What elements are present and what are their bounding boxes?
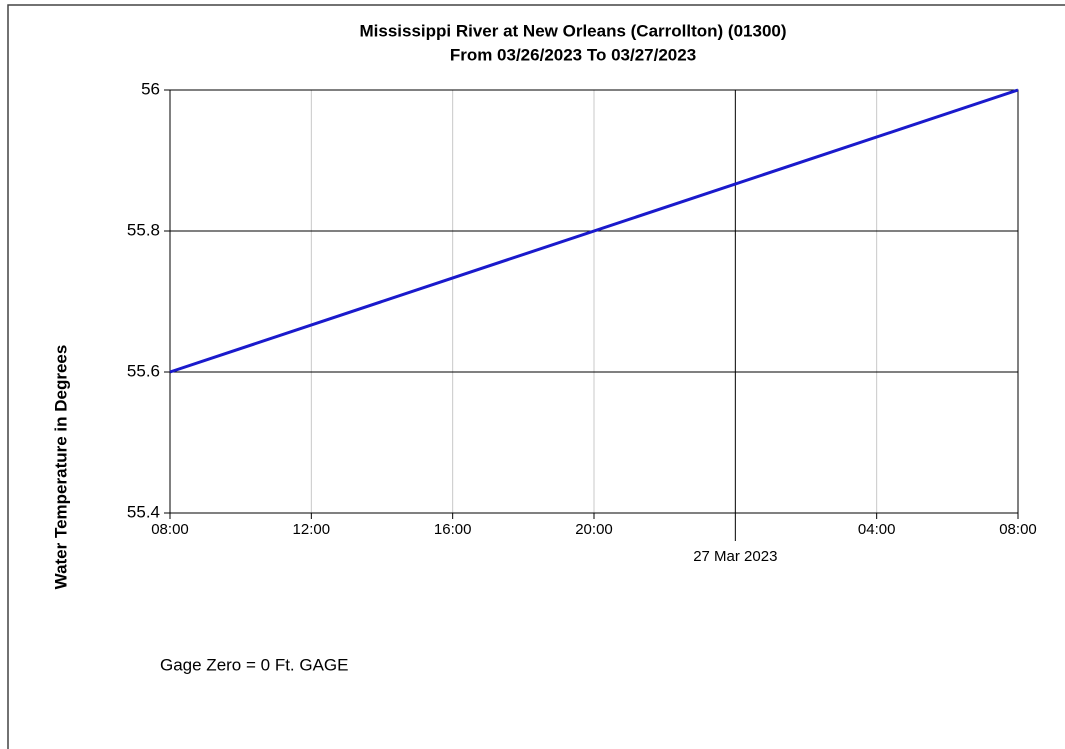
plot-border — [169, 89, 1019, 514]
x-tick-label: 08:00 — [999, 521, 1037, 538]
x-tick-label: 20:00 — [575, 521, 613, 538]
x-tick-label: 12:00 — [293, 521, 331, 538]
annotation: Gage Zero = 0 Ft. GAGE — [160, 655, 349, 674]
x-tick-label: 16:00 — [434, 521, 472, 538]
y-tick-label: 55.4 — [127, 502, 160, 521]
chart-title: Mississippi River at New Orleans (Carrol… — [359, 21, 786, 40]
data-line — [169, 88, 1019, 374]
y-tick-label: 55.6 — [127, 361, 160, 380]
x-tick-label: 04:00 — [858, 521, 896, 538]
x-tick-label: 27 Mar 2023 — [693, 548, 777, 565]
x-tick-label: 08:00 — [151, 521, 189, 538]
y-axis-label: Water Temperature in Degrees — [51, 345, 70, 590]
y-tick-label: 55.8 — [127, 220, 160, 239]
chart-subtitle: From 03/26/2023 To 03/27/2023 — [450, 45, 696, 64]
y-tick-label: 56 — [141, 79, 160, 98]
